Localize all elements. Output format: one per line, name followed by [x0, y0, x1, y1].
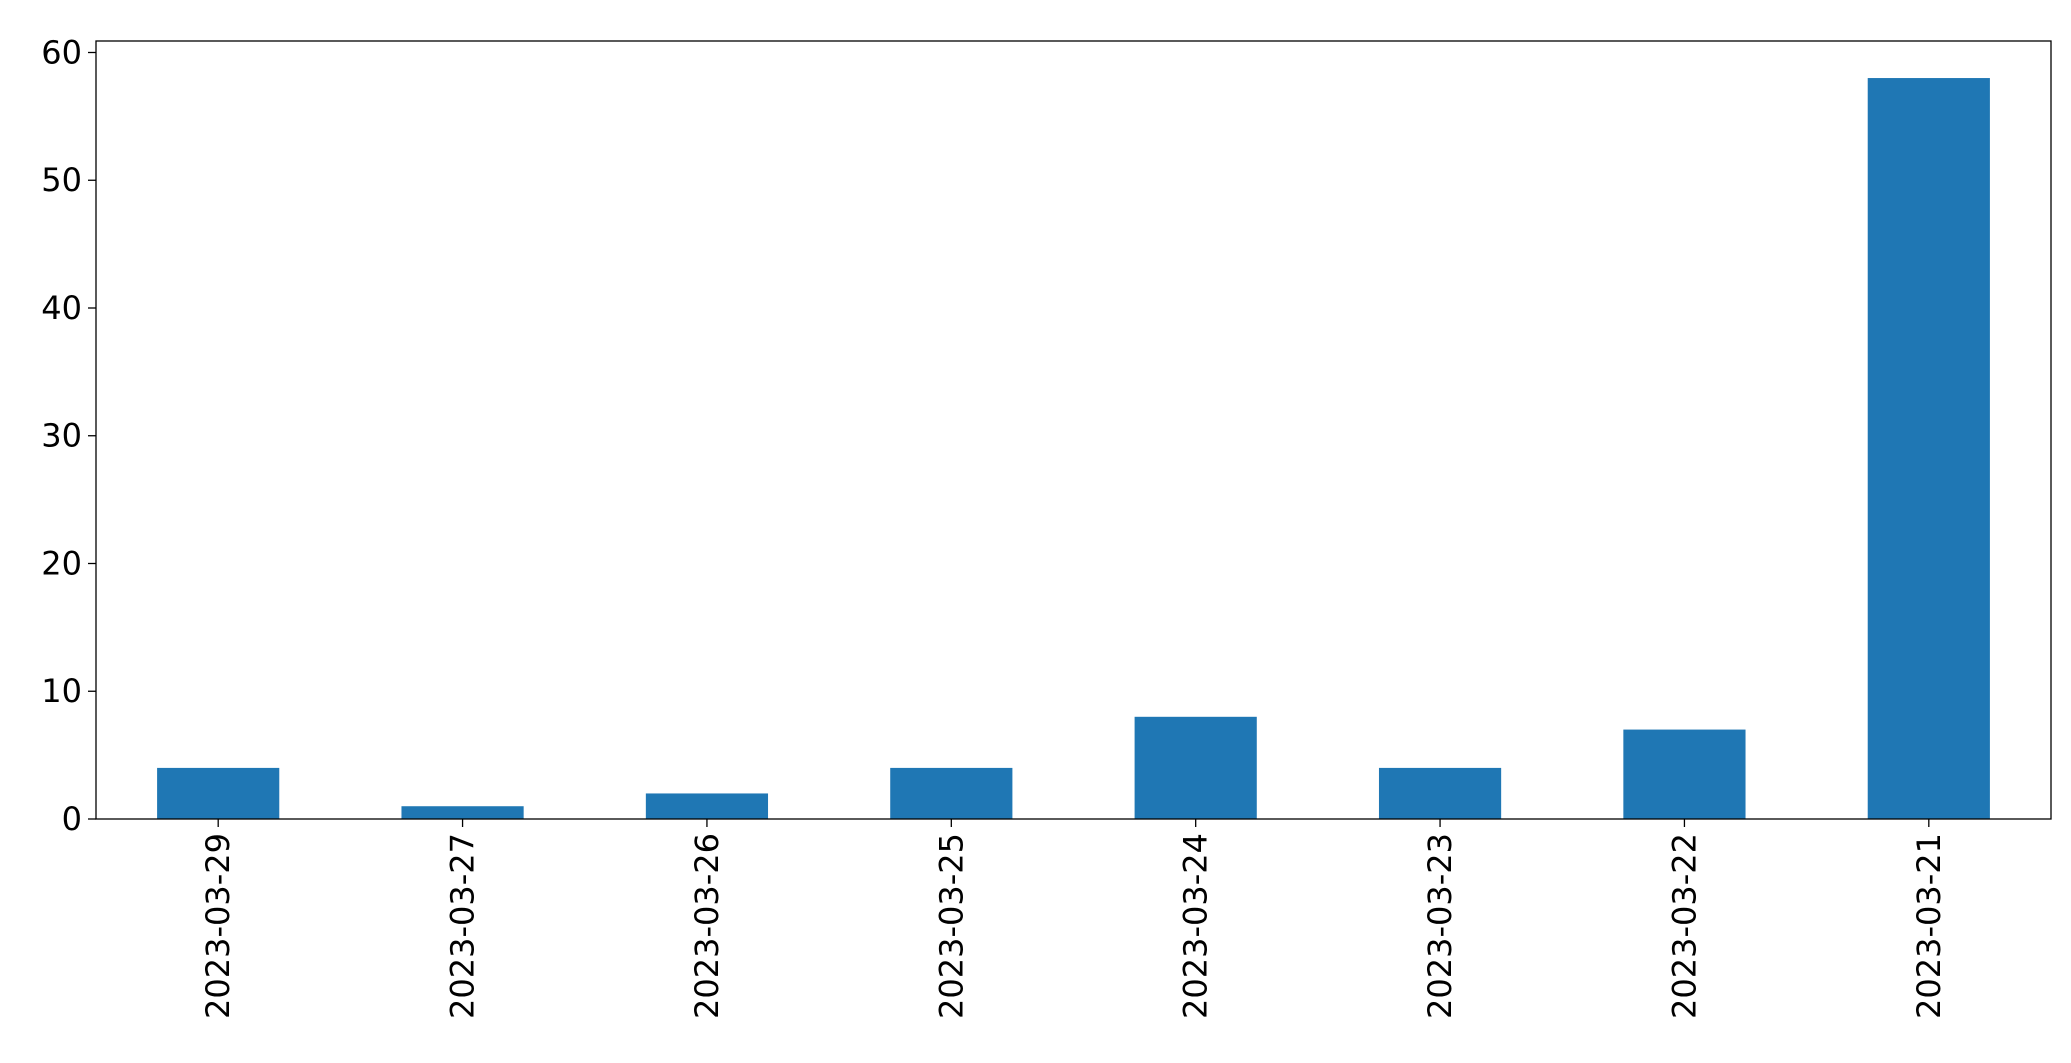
x-tick-label: 2023-03-29 — [199, 833, 237, 1019]
y-tick-label: 60 — [41, 33, 82, 71]
bar — [401, 806, 524, 819]
y-tick-label: 30 — [41, 417, 82, 455]
y-tick-label: 20 — [41, 544, 82, 582]
x-tick-label: 2023-03-26 — [688, 833, 726, 1019]
bar — [890, 767, 1013, 819]
bar — [1378, 767, 1502, 819]
y-tick-label: 10 — [41, 672, 82, 710]
plot-frame — [95, 40, 2052, 820]
x-tick-label: 2023-03-21 — [1910, 833, 1948, 1019]
bar — [157, 767, 280, 819]
bar — [1134, 716, 1257, 819]
bar — [1867, 78, 1990, 820]
y-tick-label: 0 — [62, 800, 82, 838]
x-tick-label: 2023-03-22 — [1665, 833, 1703, 1019]
bar — [645, 793, 769, 819]
y-tick-label: 40 — [41, 289, 82, 327]
bar — [1623, 729, 1746, 819]
x-tick-label: 2023-03-23 — [1421, 833, 1459, 1019]
x-tick-label: 2023-03-25 — [932, 833, 970, 1019]
x-tick-label: 2023-03-24 — [1177, 833, 1215, 1019]
y-tick-label: 50 — [41, 161, 82, 199]
x-tick-label: 2023-03-27 — [444, 833, 482, 1019]
